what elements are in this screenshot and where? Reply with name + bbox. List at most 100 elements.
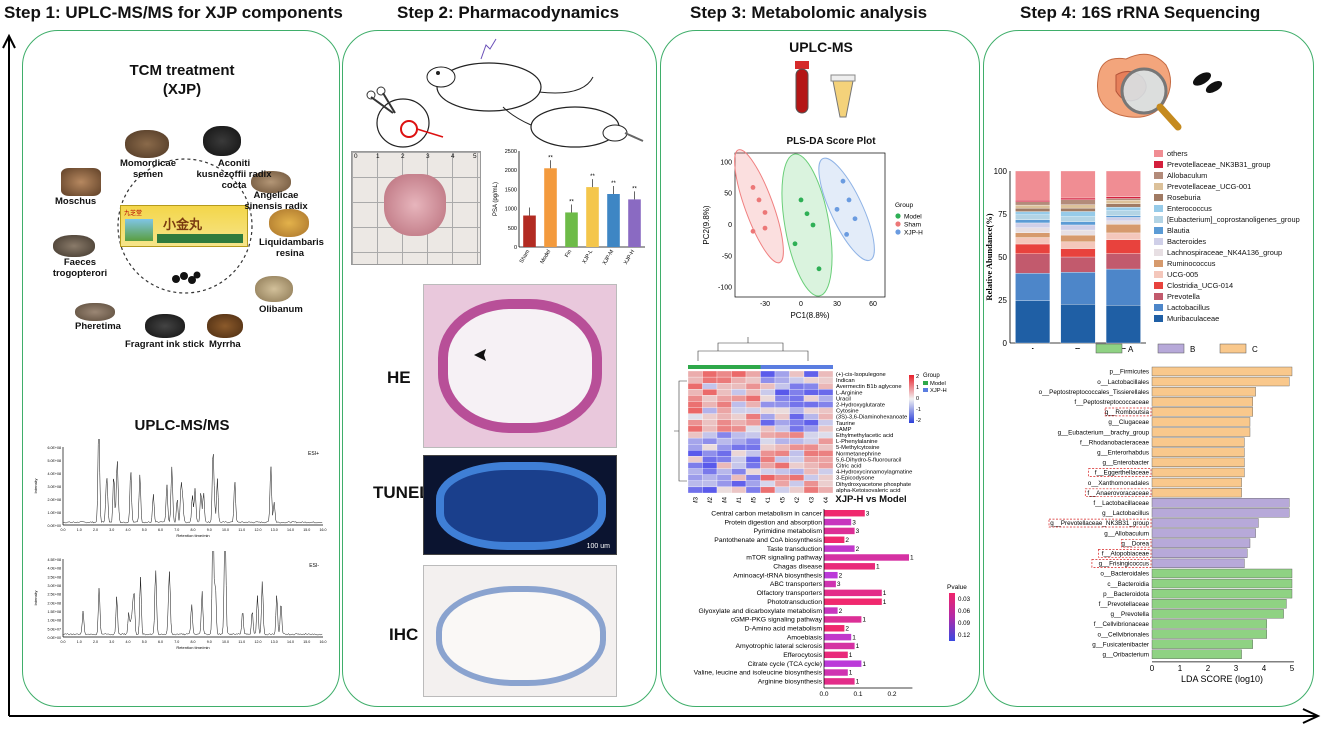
- chrom-ytick: 3.0E+08: [48, 584, 62, 588]
- chrom-esi-label: ESI-: [309, 563, 319, 569]
- psa-ylabel: PSA (pg/mL): [493, 182, 499, 216]
- heatmap-cell: [731, 468, 747, 475]
- heatmap-cell: [789, 462, 805, 469]
- pls-xtick: -30: [760, 301, 770, 308]
- gut-magnifier-illustration: [1096, 53, 1223, 131]
- kegg-bar: [824, 616, 862, 623]
- taxa-legend-swatch: [1154, 183, 1163, 190]
- herb-label-aconiti: Aconiti kusnezoffii radix cocta: [196, 158, 272, 191]
- heatmap-cell: [687, 425, 703, 433]
- lda-bar: [1151, 467, 1245, 478]
- heatmap-scale-tick: 0: [916, 396, 919, 402]
- chromatogram-esi-neg: 4.5E+08 4.0E+08 3.5E+08 3.0E+08 2.5E+08 2.0E+…: [33, 551, 327, 650]
- heatmap-cell: [818, 407, 834, 414]
- lda-legend-label: B: [1190, 345, 1195, 354]
- kegg-bar: [824, 536, 845, 543]
- lda-xtick: 1: [1178, 664, 1183, 673]
- box-title: 小金丸: [163, 217, 203, 232]
- abundance-segment: [1105, 206, 1141, 211]
- abundance-segment: [1015, 204, 1051, 209]
- psa-bar: [628, 199, 641, 247]
- heatmap-cell: [731, 437, 747, 445]
- chrom-ytick: 3.5E+08: [48, 575, 62, 579]
- kegg-bar: [824, 571, 838, 579]
- kegg-pathway-label: Phototransduction: [767, 599, 822, 606]
- heatmap-cell: [818, 425, 834, 433]
- tunel-label: TUNEL: [373, 483, 430, 502]
- abundance-segment: [1060, 241, 1096, 249]
- kegg-count-label: 1: [856, 643, 860, 650]
- heatmap-cell: [731, 407, 747, 414]
- taxa-legend-item: Prevotellaceae_NK3B31_group: [1154, 160, 1271, 170]
- lda-taxon-label: f__Anaerovoracaceae: [1087, 490, 1149, 497]
- heatmap-cell: [731, 462, 747, 469]
- taxa-legend-label: Prevotella: [1167, 292, 1200, 301]
- heatmap-cell: [687, 376, 703, 384]
- rat-surgery-illustration: [366, 38, 644, 148]
- heatmap-col-label: M3: [693, 496, 699, 503]
- heatmap-cell: [702, 419, 718, 427]
- heatmap-legend-xjph-swatch: [923, 388, 928, 392]
- heatmap-cell: [702, 462, 718, 469]
- pls-legend-dot: [895, 213, 901, 219]
- heatmap-cell: [818, 413, 834, 420]
- ihc-label: IHC: [389, 625, 419, 644]
- uplc-msms-title: UPLC-MS/MS: [134, 417, 230, 434]
- heatmap-cell: [687, 474, 703, 481]
- lda-xtick: 2: [1206, 664, 1211, 673]
- kegg-pathway-label: Pyrimidine metabolism: [754, 528, 823, 535]
- kegg-count-label: 1: [910, 555, 914, 562]
- kegg-pathway-label: Arginine biosynthesis: [758, 679, 823, 686]
- chrom-ylabel: Intensity: [33, 591, 38, 606]
- heatmap-cell: [716, 407, 732, 414]
- abundance-segment: [1060, 272, 1096, 305]
- heatmap-cell: [774, 383, 790, 390]
- relative-abundance-chart: 100 75 50 25 0 Relative Abundance(%) A B C: [984, 167, 1146, 349]
- heatmap-cell: [702, 480, 718, 488]
- heatmap-cell: [716, 401, 732, 408]
- pls-ytick: -50: [722, 253, 732, 260]
- pls-da-title: PLS-DA Score Plot: [786, 136, 876, 147]
- heatmap-cell: [774, 376, 790, 384]
- lda-taxon-label: c__Bacteroidia: [1107, 581, 1149, 588]
- lda-legend-swatch: [1095, 343, 1123, 354]
- prostate-tissue: [384, 174, 446, 236]
- lda-xtick: 4: [1262, 664, 1267, 673]
- chrom-xtick: 3.0: [109, 640, 114, 644]
- chrom-ytick: 5.0E+08: [48, 459, 62, 463]
- lda-taxon-label: g__Prevotella: [1110, 611, 1149, 618]
- heatmap-cell: [803, 444, 819, 451]
- lda-taxon-label: f__Cellvibrionaceae: [1094, 621, 1150, 628]
- chromatogram-esi-pos: 6.0E+08 5.0E+08 4.0E+08 3.0E+08 2.0E+08 1.0E+…: [33, 439, 327, 538]
- taxa-legend-item: Lactobacillus: [1154, 303, 1210, 313]
- tcm-subtitle: (XJP): [162, 81, 202, 98]
- abundance-segment: [1060, 204, 1096, 209]
- kegg-count-label: 1: [883, 590, 887, 597]
- heatmap-cell: [760, 383, 776, 390]
- kegg-xtick: 0.2: [887, 691, 896, 698]
- psa-bar: [523, 215, 536, 247]
- kegg-pvalue-tick: 0.12: [958, 632, 971, 639]
- lda-taxon-label: g__Fusicatenibacter: [1092, 641, 1149, 648]
- heatmap-cell: [774, 401, 790, 408]
- pls-legend-title: Group: [895, 202, 913, 209]
- herb-label-faeces: Faeces trogopterori: [52, 257, 108, 279]
- chrom-xtick: 4.0: [126, 528, 131, 532]
- pls-xtick: 30: [833, 301, 841, 308]
- lda-bar: [1151, 639, 1254, 649]
- angelicae-image: [251, 171, 291, 193]
- pls-da-score-plot: -30 0 30 60 100 50 0 -50 -100 PC1(8.8%) PC2(9.8%) G…: [702, 149, 923, 320]
- chrom-ytick: 5.0E+07: [48, 627, 62, 631]
- taxa-legend-swatch: [1154, 161, 1163, 168]
- heatmap-cell: [818, 462, 834, 469]
- heatmap-cell: [774, 431, 790, 439]
- abundance-ytick: 0: [1003, 339, 1008, 348]
- chrom-ytick: 0.0E+00: [48, 524, 62, 528]
- chrom-xtick: 12.0: [255, 528, 262, 532]
- heatmap-cell: [687, 395, 703, 402]
- taxa-legend-label: Enterococcus: [1167, 204, 1212, 213]
- kegg-bar: [824, 510, 865, 517]
- ink-stick-image: [145, 314, 185, 338]
- tunel-stain-image: 100 um: [423, 455, 617, 555]
- heatmap-cell: [716, 395, 732, 402]
